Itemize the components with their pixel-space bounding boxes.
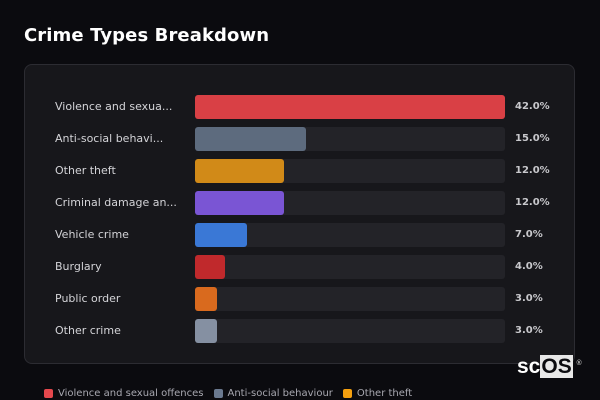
- bar-track: [195, 319, 505, 343]
- legend-swatch-icon: [213, 388, 223, 398]
- bar-fill[interactable]: [195, 287, 218, 311]
- legend-swatch-icon: [342, 388, 352, 398]
- legend-label: Other theft: [356, 387, 413, 399]
- bar-row: Anti-social behavi... 15.0%: [25, 127, 574, 151]
- bar-label: Burglary: [55, 260, 102, 273]
- bar-value: 4.0%: [515, 261, 543, 272]
- bar-label: Other crime: [55, 324, 121, 337]
- bar-track: [195, 127, 505, 151]
- legend-label: Anti-social behaviour: [227, 387, 333, 399]
- bar-fill[interactable]: [195, 159, 284, 183]
- bar-label: Anti-social behavi...: [55, 132, 164, 145]
- legend-item[interactable]: Anti-social behaviour: [213, 387, 333, 399]
- bar-track: [195, 95, 505, 119]
- bar-value: 7.0%: [515, 229, 543, 240]
- bar-label: Other theft: [55, 164, 116, 177]
- bar-label: Violence and sexua...: [55, 100, 173, 113]
- bar-value: 3.0%: [515, 293, 543, 304]
- bar-row: Burglary 4.0%: [25, 255, 574, 279]
- watermark-logo: scOS ®: [517, 355, 582, 378]
- bar-track: [195, 191, 505, 215]
- bar-fill[interactable]: [195, 223, 247, 247]
- bar-fill[interactable]: [195, 191, 284, 215]
- bar-value: 15.0%: [515, 133, 550, 144]
- watermark-box-text: OS: [540, 355, 573, 378]
- bar-row: Violence and sexua... 42.0%: [25, 95, 574, 119]
- bar-fill[interactable]: [195, 95, 505, 119]
- bar-value: 42.0%: [515, 101, 550, 112]
- legend-swatch-icon: [44, 388, 53, 398]
- chart-card: Violence and sexua... 42.0% Anti-social be…: [24, 64, 575, 364]
- bar-value: 12.0%: [515, 197, 550, 208]
- legend-label: Violence and sexual offences: [58, 387, 204, 399]
- bar-value: 12.0%: [515, 165, 550, 176]
- bar-row: Public order 3.0%: [25, 287, 574, 311]
- bar-track: [195, 223, 505, 247]
- bar-value: 3.0%: [515, 325, 543, 336]
- legend-item[interactable]: Violence and sexual offences: [44, 388, 204, 399]
- bar-track: [195, 159, 505, 183]
- page-title: Crime Types Breakdown: [24, 25, 270, 46]
- bar-row: Criminal damage an... 12.0%: [25, 191, 574, 215]
- chart-legend: Violence and sexual offences Anti-social …: [44, 386, 412, 400]
- bar-track: [195, 287, 505, 311]
- bar-fill[interactable]: [195, 255, 225, 279]
- bar-row: Other theft 12.0%: [25, 159, 574, 183]
- bar-label: Vehicle crime: [55, 228, 129, 241]
- bar-row: Vehicle crime 7.0%: [25, 223, 574, 247]
- bar-fill[interactable]: [195, 319, 218, 343]
- legend-item[interactable]: Other theft: [342, 387, 413, 399]
- registered-icon: ®: [576, 360, 582, 367]
- watermark-text: sc: [517, 355, 541, 378]
- bar-label: Public order: [55, 292, 121, 305]
- bar-fill[interactable]: [195, 127, 306, 151]
- bar-row: Other crime 3.0%: [25, 319, 574, 343]
- bar-label: Criminal damage an...: [55, 196, 177, 209]
- bar-track: [195, 255, 505, 279]
